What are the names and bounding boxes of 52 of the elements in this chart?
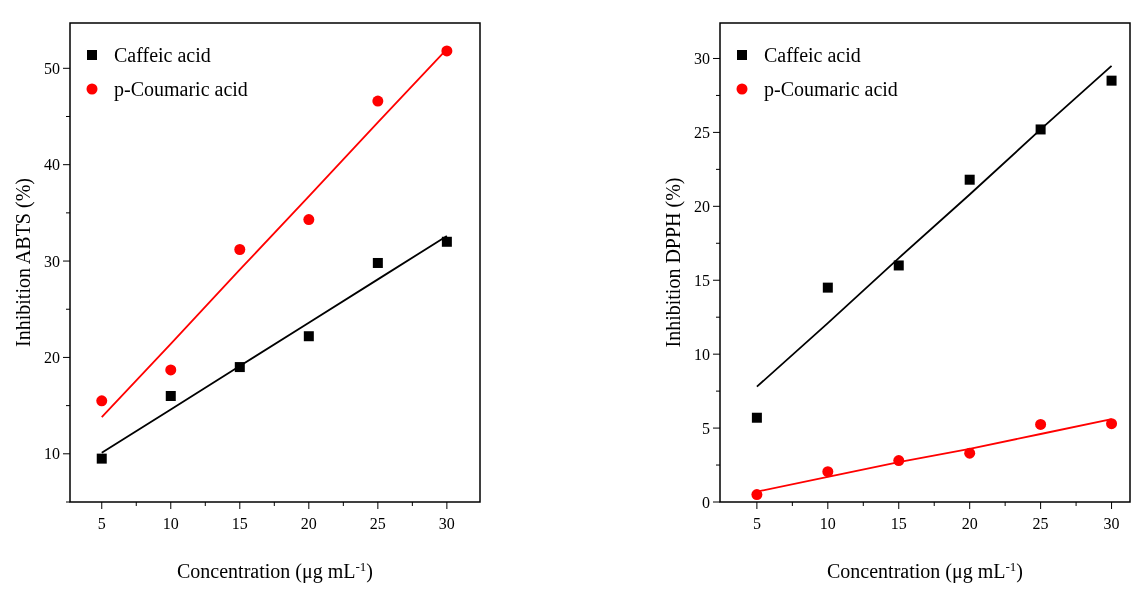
y-tick-label: 20: [44, 349, 60, 367]
y-tick-label: 15: [694, 271, 710, 289]
x-tick-label: 10: [819, 515, 836, 532]
point: [441, 236, 452, 247]
legend-label: p-Coumaric acid: [114, 78, 248, 101]
point: [964, 174, 975, 185]
x-tick-label: 20: [961, 515, 978, 532]
x-tick-label: 15: [890, 515, 907, 532]
y-tick-label: 40: [44, 156, 60, 174]
x-axis-title: Concentration (μg mL$^{-1}$): [827, 558, 1023, 583]
point: [822, 466, 834, 478]
y-tick-label: 25: [694, 124, 710, 141]
y-tick-label: 10: [694, 345, 710, 363]
x-axis-title: Concentration (μg mL$^{-1}$): [177, 558, 373, 583]
point: [303, 331, 314, 342]
legend-label: Caffeic acid: [764, 44, 861, 66]
point: [751, 489, 763, 501]
point: [165, 364, 177, 376]
y-tick-label: 10: [44, 445, 60, 463]
point: [822, 282, 833, 293]
y-tick-label: 5: [702, 419, 710, 437]
x-tick-label: 5: [752, 515, 761, 532]
x-tick-label: 25: [369, 515, 386, 532]
y-axis-title: Inhibition DPPH (%): [662, 177, 685, 348]
x-tick-label: 5: [97, 515, 106, 532]
point: [893, 260, 904, 271]
point: [1106, 75, 1117, 86]
point: [751, 412, 762, 423]
x-tick-label: 15: [231, 515, 248, 532]
legend-label: p-Coumaric acid: [764, 78, 898, 101]
x-tick-label: 30: [1103, 515, 1120, 532]
x-tick-label: 30: [438, 515, 455, 532]
x-tick-label: 25: [1032, 515, 1049, 532]
y-tick-label: 50: [44, 59, 60, 77]
y-tick-label: 30: [694, 50, 710, 68]
x-tick-label: 10: [162, 515, 179, 532]
point: [1035, 418, 1047, 430]
y-tick-label: 30: [44, 252, 60, 270]
y-tick-label: 0: [702, 493, 710, 511]
line-series: [755, 64, 1113, 388]
point: [234, 243, 246, 255]
point: [96, 395, 108, 407]
y-axis-title: Inhibition ABTS (%): [12, 178, 35, 347]
point: [165, 390, 176, 401]
point: [303, 214, 315, 226]
y-tick-label: 20: [694, 197, 710, 215]
point: [96, 453, 107, 464]
legend-label: Caffeic acid: [114, 44, 211, 66]
point: [372, 257, 383, 268]
point: [1106, 418, 1118, 430]
x-tick-label: 20: [300, 515, 317, 532]
point: [372, 95, 384, 107]
